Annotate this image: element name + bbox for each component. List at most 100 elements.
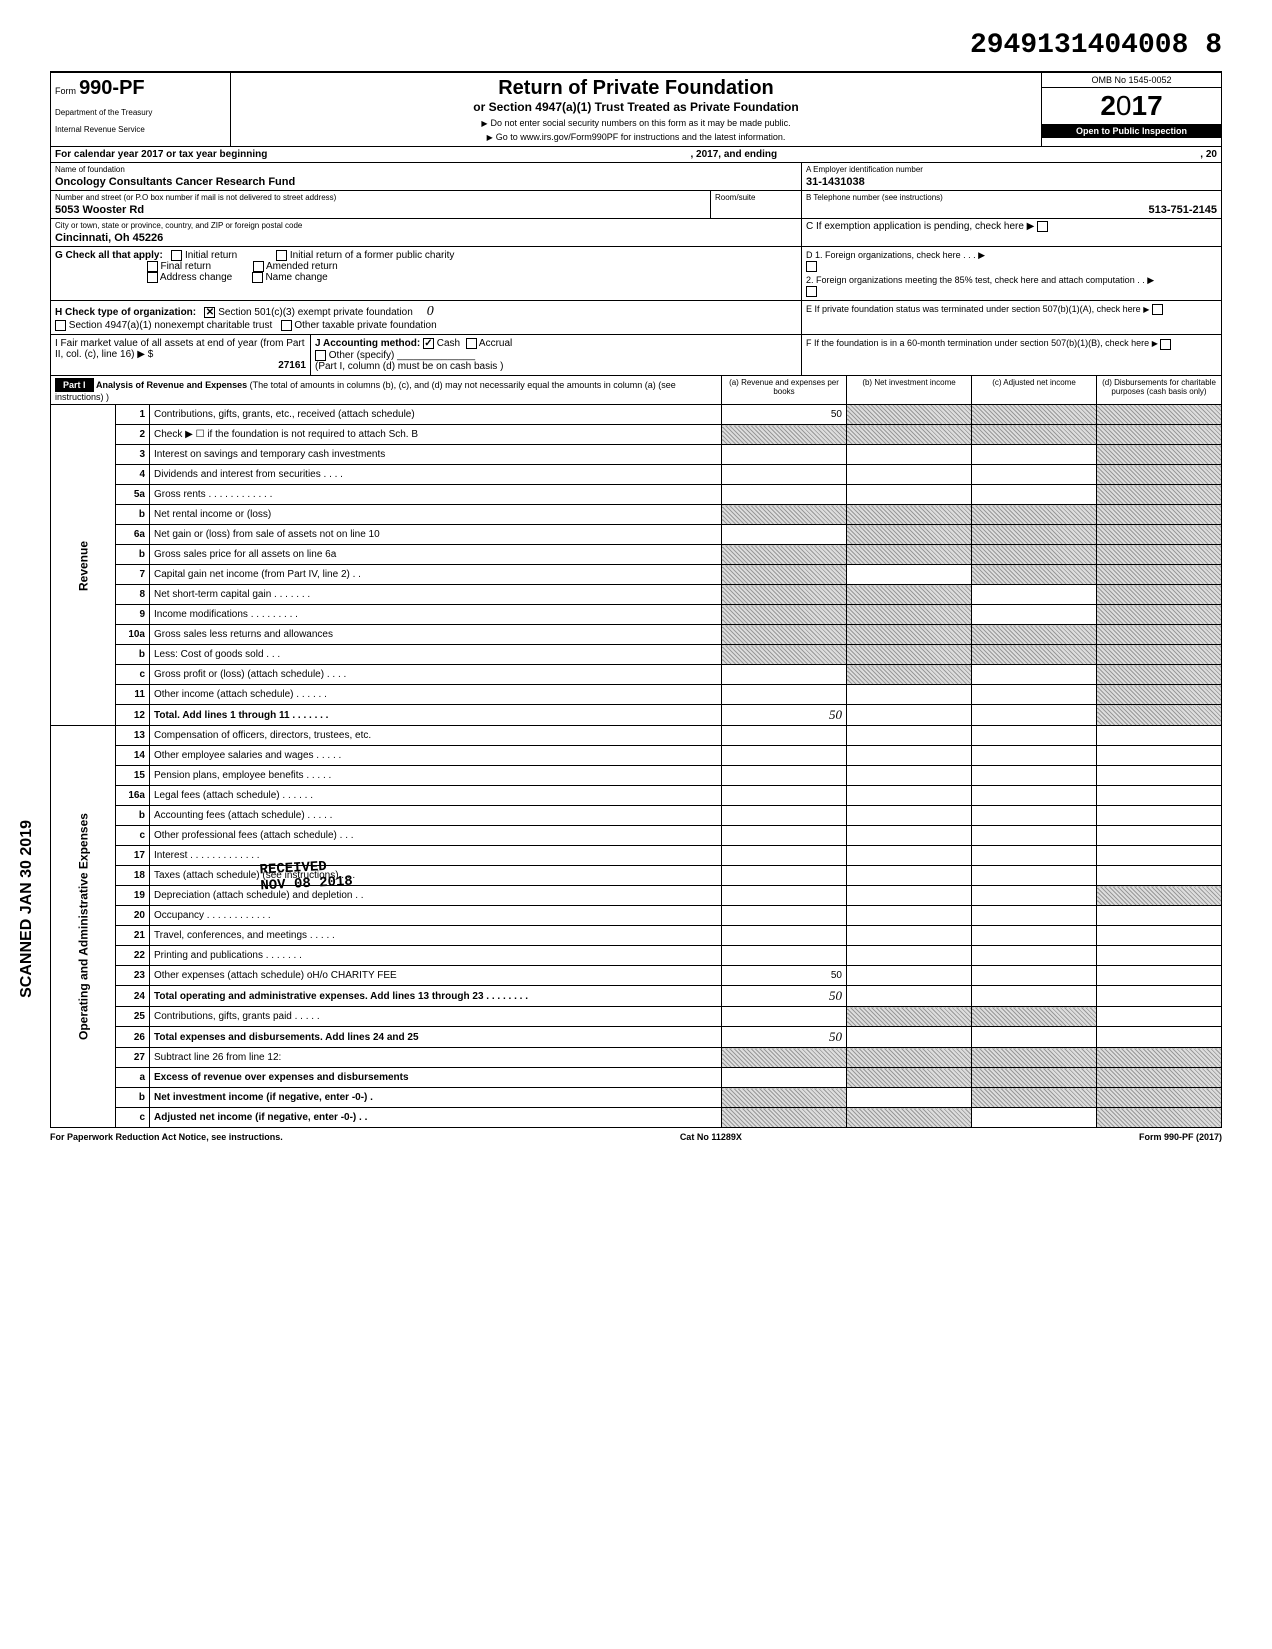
line-amount-cold [1097, 746, 1222, 766]
line-number: 6a [116, 525, 150, 545]
expenses-side-label: Operating and Administrative Expenses [51, 726, 116, 1128]
line-description: Pension plans, employee benefits . . . .… [150, 766, 722, 786]
line-amount-colc [972, 445, 1097, 465]
cb-other-taxable[interactable] [281, 320, 292, 331]
line-number: 15 [116, 766, 150, 786]
line-amount-cola [722, 685, 847, 705]
line-amount-colc [972, 1048, 1097, 1068]
line-amount-cold [1097, 425, 1222, 445]
line-amount-cold [1097, 405, 1222, 425]
line-amount-colb [847, 525, 972, 545]
line-amount-colc [972, 726, 1097, 746]
line-amount-cold [1097, 565, 1222, 585]
line-amount-cold [1097, 806, 1222, 826]
cb-cash[interactable] [423, 338, 434, 349]
form-number: 990-PF [79, 77, 145, 99]
part1-label: Part I [55, 378, 94, 392]
line-description: Accounting fees (attach schedule) . . . … [150, 806, 722, 826]
phone-label: B Telephone number (see instructions) [806, 193, 1217, 202]
line-amount-colb [847, 1007, 972, 1027]
line-number: b [116, 1088, 150, 1108]
line-number: 25 [116, 1007, 150, 1027]
line-amount-colb [847, 505, 972, 525]
line-description: Dividends and interest from securities .… [150, 465, 722, 485]
line-amount-cold [1097, 685, 1222, 705]
phone-value: 513-751-2145 [806, 204, 1217, 216]
line-amount-colb [847, 846, 972, 866]
line-number: 22 [116, 946, 150, 966]
instruction-url: Go to www.irs.gov/Form990PF for instruct… [487, 132, 786, 142]
line-amount-cold [1097, 1048, 1222, 1068]
form-header: Form 990-PF Department of the Treasury I… [50, 71, 1222, 147]
revenue-side-label: Revenue [51, 405, 116, 726]
line-amount-colb [847, 946, 972, 966]
line-amount-colc [972, 1088, 1097, 1108]
city-label: City or town, state or province, country… [55, 221, 797, 230]
cb-initial-return[interactable] [171, 250, 182, 261]
line-amount-colc [972, 405, 1097, 425]
line-amount-cola [722, 425, 847, 445]
line-amount-cola [722, 926, 847, 946]
line-description: Other expenses (attach schedule) oH/o CH… [150, 966, 722, 986]
fmv-value: 27161 [278, 360, 306, 371]
line-amount-cold [1097, 846, 1222, 866]
line-amount-colb [847, 1027, 972, 1048]
line-amount-colb [847, 545, 972, 565]
entity-info: Name of foundation Oncology Consultants … [50, 163, 1222, 247]
j-note: (Part I, column (d) must be on cash basi… [315, 361, 503, 372]
cb-address-change[interactable] [147, 272, 158, 283]
line-description: Contributions, gifts, grants paid . . . … [150, 1007, 722, 1027]
opt-amended: Amended return [266, 261, 338, 272]
line-amount-colb [847, 645, 972, 665]
line-amount-colb [847, 485, 972, 505]
line-number: 4 [116, 465, 150, 485]
line-description: Net investment income (if negative, ente… [150, 1088, 722, 1108]
line-row: 22Printing and publications . . . . . . … [51, 946, 1222, 966]
line-amount-colb [847, 625, 972, 645]
line-description: Excess of revenue over expenses and disb… [150, 1068, 722, 1088]
line-amount-cola [722, 665, 847, 685]
line-amount-colc [972, 746, 1097, 766]
line-amount-cold [1097, 1027, 1222, 1048]
line-amount-colb [847, 886, 972, 906]
line-amount-colc [972, 665, 1097, 685]
line-amount-colc [972, 966, 1097, 986]
line-amount-cola: 50 [722, 966, 847, 986]
cb-other-method[interactable] [315, 350, 326, 361]
line-amount-cold [1097, 505, 1222, 525]
line-description: Subtract line 26 from line 12: [150, 1048, 722, 1068]
line-amount-cola [722, 645, 847, 665]
line-amount-cold [1097, 625, 1222, 645]
cb-accrual[interactable] [466, 338, 477, 349]
line-row: 2Check ▶ ☐ if the foundation is not requ… [51, 425, 1222, 445]
line-description: Contributions, gifts, grants, etc., rece… [150, 405, 722, 425]
cb-initial-former[interactable] [276, 250, 287, 261]
col-c: (c) Adjusted net income [971, 376, 1096, 404]
cb-f[interactable] [1160, 339, 1171, 350]
line-description: Total. Add lines 1 through 11 . . . . . … [150, 705, 722, 726]
cb-final-return[interactable] [147, 261, 158, 272]
line-amount-colc [972, 425, 1097, 445]
cb-501c3[interactable] [204, 307, 215, 318]
line-row: Operating and Administrative Expenses13C… [51, 726, 1222, 746]
line-number: 14 [116, 746, 150, 766]
line-number: 9 [116, 605, 150, 625]
line-amount-cola [722, 485, 847, 505]
cb-e[interactable] [1152, 304, 1163, 315]
line-row: 4Dividends and interest from securities … [51, 465, 1222, 485]
cb-4947[interactable] [55, 320, 66, 331]
line-amount-colb [847, 806, 972, 826]
ein-value: 31-1431038 [806, 176, 1217, 188]
foundation-address: 5053 Wooster Rd [55, 204, 706, 216]
box-c-checkbox[interactable] [1037, 221, 1048, 232]
line-description: Capital gain net income (from Part IV, l… [150, 565, 722, 585]
line-amount-cold [1097, 826, 1222, 846]
cb-name-change[interactable] [252, 272, 263, 283]
line-row: bNet rental income or (loss) [51, 505, 1222, 525]
cb-d2[interactable] [806, 286, 817, 297]
form-prefix: Form [55, 86, 76, 96]
line-number: 1 [116, 405, 150, 425]
scanned-stamp: SCANNED JAN 30 2019 [18, 820, 36, 998]
cb-d1[interactable] [806, 261, 817, 272]
cb-amended[interactable] [253, 261, 264, 272]
